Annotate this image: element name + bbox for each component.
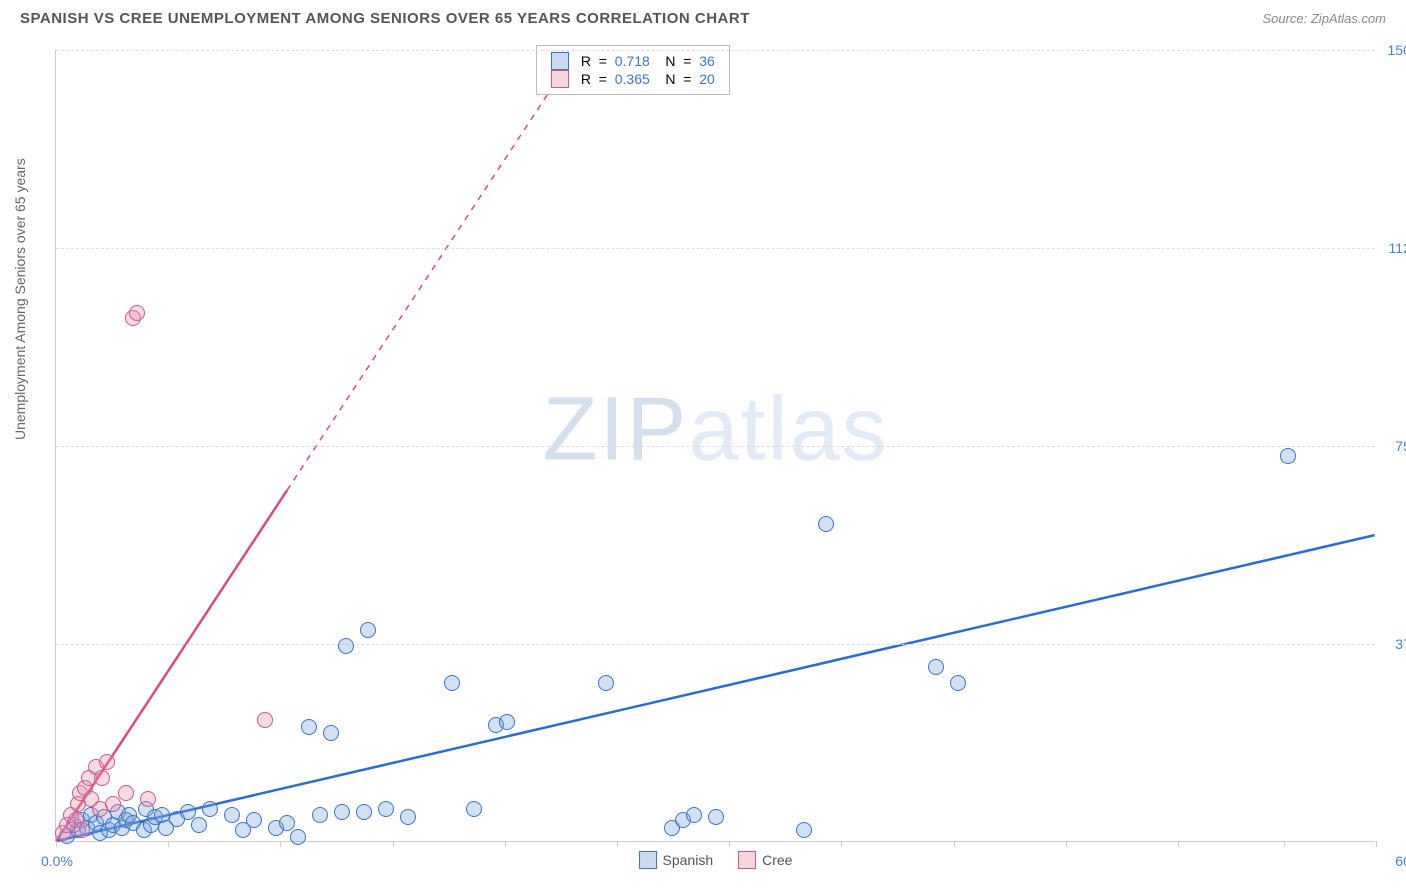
data-point <box>279 815 295 831</box>
gridline <box>56 248 1375 249</box>
data-point <box>444 675 460 691</box>
data-point <box>334 804 350 820</box>
data-point <box>360 622 376 638</box>
data-point <box>686 807 702 823</box>
x-axis-tick <box>1376 841 1377 847</box>
y-axis-tick-label: 37.5% <box>1380 636 1406 652</box>
data-point <box>257 712 273 728</box>
legend-stat-text: R = 0.718 N = 36 <box>577 53 715 69</box>
data-point <box>1280 448 1296 464</box>
correlation-legend-row: R = 0.365 N = 20 <box>551 70 715 88</box>
y-axis-tick-label: 150.0% <box>1380 42 1406 58</box>
gridline <box>56 446 1375 447</box>
data-point <box>224 807 240 823</box>
data-point <box>129 305 145 321</box>
data-point <box>818 516 834 532</box>
x-axis-tick <box>1066 841 1067 847</box>
data-point <box>74 822 90 838</box>
y-axis-label: Unemployment Among Seniors over 65 years <box>12 158 28 440</box>
data-point <box>312 807 328 823</box>
gridline <box>56 644 1375 645</box>
series-legend-item: Cree <box>738 851 792 869</box>
data-point <box>950 675 966 691</box>
pink-swatch-icon <box>551 70 569 88</box>
x-axis-tick <box>1284 841 1285 847</box>
x-axis-tick <box>56 841 57 847</box>
x-axis-tick <box>280 841 281 847</box>
x-axis-tick <box>393 841 394 847</box>
data-point <box>378 801 394 817</box>
x-axis-tick <box>168 841 169 847</box>
y-axis-tick-label: 75.0% <box>1380 438 1406 454</box>
series-legend-item: Spanish <box>639 851 714 869</box>
data-point <box>140 791 156 807</box>
data-point <box>708 809 724 825</box>
data-point <box>105 796 121 812</box>
trend-line-dashed <box>287 50 577 490</box>
data-point <box>598 675 614 691</box>
series-legend: Spanish Cree <box>639 851 793 869</box>
x-axis-tick <box>954 841 955 847</box>
data-point <box>202 801 218 817</box>
x-axis-tick <box>841 841 842 847</box>
correlation-legend: R = 0.718 N = 36 R = 0.365 N = 20 <box>536 45 730 95</box>
scatter-chart: ZIPatlas R = 0.718 N = 36 R = 0.365 N = … <box>55 50 1375 842</box>
correlation-legend-row: R = 0.718 N = 36 <box>551 52 715 70</box>
source-attribution: Source: ZipAtlas.com <box>1262 11 1386 26</box>
data-point <box>466 801 482 817</box>
blue-swatch-icon <box>551 52 569 70</box>
data-point <box>323 725 339 741</box>
x-axis-tick-min: 0.0% <box>41 853 73 869</box>
data-point <box>191 817 207 833</box>
data-point <box>118 785 134 801</box>
data-point <box>99 754 115 770</box>
data-point <box>928 659 944 675</box>
gridline <box>56 50 1375 51</box>
data-point <box>94 770 110 786</box>
blue-swatch-icon <box>639 851 657 869</box>
data-point <box>400 809 416 825</box>
chart-title: SPANISH VS CREE UNEMPLOYMENT AMONG SENIO… <box>20 10 750 27</box>
x-axis-tick-max: 60.0% <box>1395 853 1406 869</box>
data-point <box>338 638 354 654</box>
trend-line-solid <box>56 535 1374 841</box>
x-axis-tick <box>505 841 506 847</box>
y-axis-tick-label: 112.5% <box>1380 240 1406 256</box>
legend-stat-text: R = 0.365 N = 20 <box>577 71 715 87</box>
x-axis-tick <box>1178 841 1179 847</box>
data-point <box>796 822 812 838</box>
x-axis-tick <box>729 841 730 847</box>
data-point <box>290 829 306 845</box>
x-axis-tick <box>617 841 618 847</box>
data-point <box>301 719 317 735</box>
data-point <box>356 804 372 820</box>
data-point <box>246 812 262 828</box>
series-legend-label: Spanish <box>663 852 714 868</box>
pink-swatch-icon <box>738 851 756 869</box>
data-point <box>499 714 515 730</box>
series-legend-label: Cree <box>762 852 792 868</box>
